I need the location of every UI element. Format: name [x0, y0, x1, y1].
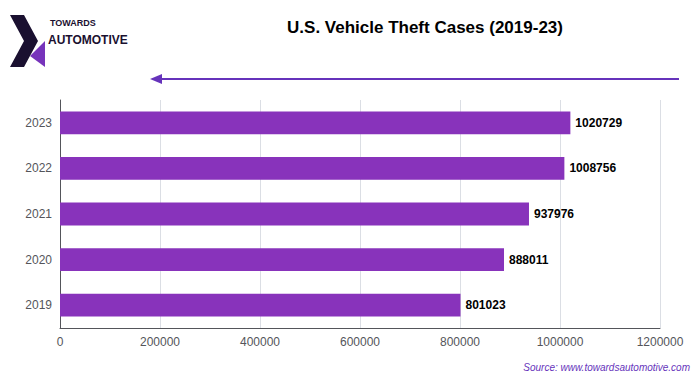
svg-text:937976: 937976 — [534, 207, 574, 221]
svg-text:1008756: 1008756 — [569, 161, 616, 175]
svg-text:1000000: 1000000 — [537, 335, 584, 349]
svg-text:Source: www.towardsautomotive.: Source: www.towardsautomotive.com — [523, 362, 690, 373]
svg-text:2019: 2019 — [25, 298, 52, 312]
svg-text:AUTOMOTIVE: AUTOMOTIVE — [48, 33, 128, 47]
svg-text:2020: 2020 — [25, 253, 52, 267]
svg-text:0: 0 — [57, 335, 64, 349]
svg-text:TOWARDS: TOWARDS — [50, 18, 96, 28]
svg-text:U.S. Vehicle Theft Cases (2019: U.S. Vehicle Theft Cases (2019-23) — [287, 18, 563, 37]
svg-text:600000: 600000 — [340, 335, 380, 349]
svg-text:888011: 888011 — [509, 253, 549, 267]
svg-text:801023: 801023 — [466, 298, 506, 312]
svg-text:800000: 800000 — [440, 335, 480, 349]
svg-text:1200000: 1200000 — [637, 335, 684, 349]
svg-text:1020729: 1020729 — [575, 116, 622, 130]
svg-text:2022: 2022 — [25, 161, 52, 175]
svg-text:400000: 400000 — [240, 335, 280, 349]
svg-text:200000: 200000 — [140, 335, 180, 349]
svg-text:2021: 2021 — [25, 207, 52, 221]
svg-text:2023: 2023 — [25, 116, 52, 130]
